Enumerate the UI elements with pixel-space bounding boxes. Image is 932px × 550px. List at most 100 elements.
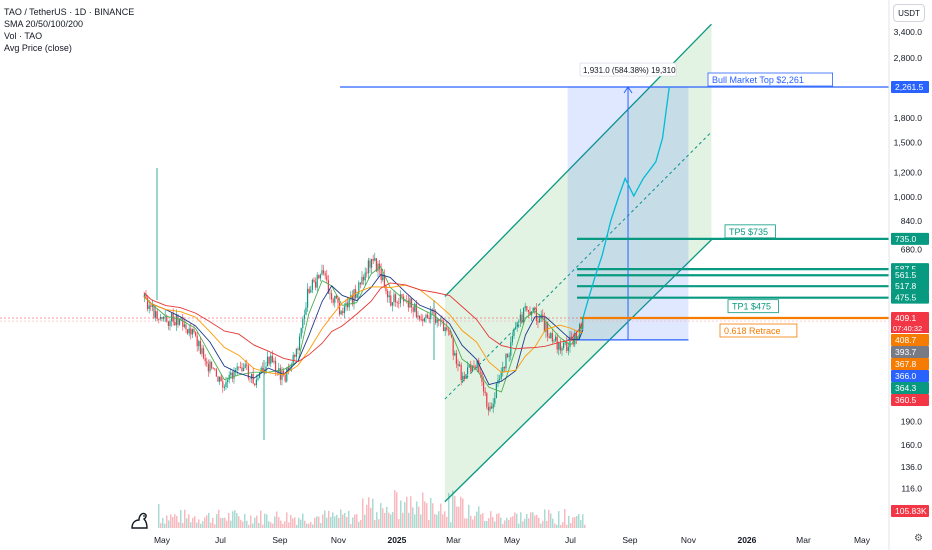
volume-bar bbox=[514, 512, 516, 528]
volume-bar bbox=[212, 517, 214, 528]
candle-body bbox=[506, 353, 509, 357]
volume-bar bbox=[318, 516, 320, 528]
candle-body bbox=[334, 295, 336, 303]
candle-body bbox=[527, 309, 529, 312]
candle-body bbox=[441, 319, 443, 322]
candle-body bbox=[418, 315, 421, 320]
candle-body bbox=[508, 355, 510, 357]
candle-body bbox=[162, 316, 165, 319]
x-tick-label: Nov bbox=[681, 535, 697, 545]
volume-bar bbox=[184, 509, 186, 528]
volume-bar bbox=[366, 504, 368, 528]
candle-body bbox=[145, 294, 147, 298]
candle-body bbox=[522, 308, 525, 323]
candle-body bbox=[167, 321, 169, 326]
settings-gear-icon[interactable]: ⚙ bbox=[914, 533, 923, 544]
volume-bar bbox=[430, 497, 432, 528]
volume-bar bbox=[264, 513, 266, 528]
volume-bar bbox=[274, 516, 276, 528]
candle-body bbox=[202, 348, 205, 359]
volume-bar bbox=[580, 520, 582, 528]
candle-body bbox=[274, 360, 277, 372]
volume-bar bbox=[198, 519, 200, 528]
candle-body bbox=[241, 367, 243, 372]
volume-bar bbox=[380, 503, 382, 528]
volume-bar bbox=[458, 506, 460, 528]
candle-body bbox=[177, 314, 179, 325]
volume-bar bbox=[498, 513, 500, 528]
legend-volume[interactable]: Vol · TAO bbox=[4, 31, 43, 41]
candle-body bbox=[175, 314, 177, 326]
volume-bar bbox=[292, 518, 294, 528]
volume-bar bbox=[266, 514, 268, 528]
candle-body bbox=[578, 323, 581, 338]
candle-body bbox=[570, 336, 573, 339]
volume-bar bbox=[356, 514, 358, 528]
tradingview-logo-icon[interactable] bbox=[128, 510, 152, 530]
candle-body bbox=[218, 376, 221, 382]
y-tick-label: 680.0 bbox=[901, 244, 923, 254]
x-tick-label: Jul bbox=[215, 535, 226, 545]
legend-avg-price[interactable]: Avg Price (close) bbox=[4, 43, 72, 53]
volume-bar bbox=[574, 517, 576, 528]
volume-bar bbox=[378, 519, 380, 528]
candle-body bbox=[396, 301, 398, 303]
y-tick-label: 1,200.0 bbox=[894, 168, 923, 178]
candle-body bbox=[214, 368, 216, 370]
volume-bar bbox=[432, 503, 434, 528]
volume-bar bbox=[328, 510, 330, 528]
volume-bar bbox=[336, 514, 338, 528]
volume-bar bbox=[444, 511, 446, 528]
level-label: TP5 $735 bbox=[729, 227, 768, 237]
volume-bar bbox=[170, 514, 172, 528]
volume-bar bbox=[522, 521, 524, 528]
currency-button[interactable]: USDT bbox=[893, 4, 925, 22]
price-axis-label: 393.7 bbox=[895, 347, 917, 357]
volume-bar bbox=[246, 520, 248, 528]
x-tick-label: Jul bbox=[565, 535, 576, 545]
candle-body bbox=[478, 360, 480, 373]
price-axis-label-bg bbox=[891, 382, 929, 394]
candle-body bbox=[252, 373, 254, 384]
candle-body bbox=[470, 364, 472, 372]
candle-body bbox=[182, 316, 184, 327]
candle-body bbox=[199, 341, 201, 354]
volume-bar bbox=[472, 519, 474, 528]
volume-bar bbox=[506, 517, 508, 528]
level-label-box bbox=[727, 299, 779, 314]
volume-bar bbox=[480, 514, 482, 528]
candle-body bbox=[287, 367, 289, 371]
x-tick-label: Mar bbox=[796, 535, 811, 545]
volume-bar bbox=[224, 517, 226, 528]
candle-body bbox=[455, 353, 457, 364]
candle-body bbox=[169, 321, 171, 326]
volume-bar bbox=[464, 518, 466, 528]
volume-bar bbox=[468, 504, 470, 528]
candle-body bbox=[438, 319, 440, 322]
volume-bar bbox=[280, 520, 282, 528]
volume-bar bbox=[352, 517, 354, 528]
candle-body bbox=[239, 367, 241, 368]
candle-body bbox=[215, 369, 217, 377]
legend-sma[interactable]: SMA 20/50/100/200 bbox=[4, 19, 84, 29]
volume-bar bbox=[340, 509, 342, 528]
candle-body bbox=[246, 364, 248, 366]
volume-bar bbox=[164, 523, 166, 528]
candle-body bbox=[569, 336, 571, 348]
volume-bar bbox=[178, 522, 180, 528]
volume-bar bbox=[428, 519, 430, 528]
volume-bar bbox=[342, 514, 344, 528]
volume-bar bbox=[570, 523, 572, 528]
volume-bar bbox=[504, 520, 506, 528]
candle-body bbox=[206, 361, 208, 364]
volume-bar bbox=[418, 506, 420, 528]
candle-body bbox=[314, 281, 317, 288]
volume-bar bbox=[254, 517, 256, 528]
candle-body bbox=[313, 279, 315, 282]
volume-bar bbox=[420, 514, 422, 528]
candle-body bbox=[351, 295, 353, 305]
candle-body bbox=[166, 315, 168, 322]
price-axis-label: 360.5 bbox=[895, 395, 917, 405]
candle-body bbox=[386, 291, 389, 298]
